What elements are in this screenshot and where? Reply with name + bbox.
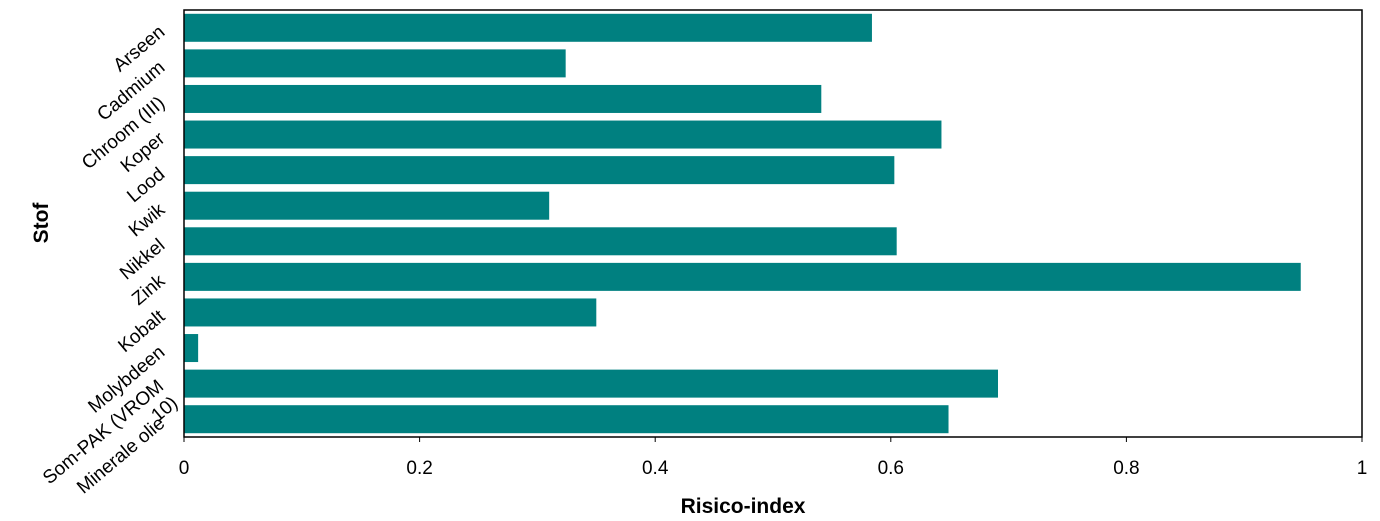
bar-arseen (184, 13, 872, 42)
x-tick-label: 0.6 (878, 458, 904, 479)
bar-kwik (184, 191, 550, 220)
bar-kobalt (184, 298, 597, 327)
bar-cadmium (184, 49, 566, 78)
bars-group (184, 13, 1301, 434)
x-axis-title: Risico-index (681, 495, 806, 518)
bar-molybdeen (184, 334, 199, 363)
x-tick-label: 0 (179, 458, 190, 479)
x-tick-label: 0.8 (1113, 458, 1139, 479)
plot-area-frame (183, 9, 1363, 438)
bar-koper (184, 120, 942, 149)
bar-som-pak-vrom-10 (184, 369, 998, 398)
x-axis-ticks: 0 0.2 0.4 0.6 0.8 1 (179, 437, 1368, 479)
x-tick-label: 0.2 (406, 458, 432, 479)
bar-zink (184, 262, 1301, 291)
bar-nikkel (184, 227, 897, 256)
x-tick-label: 1 (1357, 458, 1368, 479)
y-axis-title: Stof (30, 202, 53, 244)
bar-chroom-iii (184, 84, 822, 113)
bar-minerale-olie (184, 405, 949, 434)
bar-lood (184, 156, 895, 185)
x-tick-label: 0.4 (642, 458, 669, 479)
